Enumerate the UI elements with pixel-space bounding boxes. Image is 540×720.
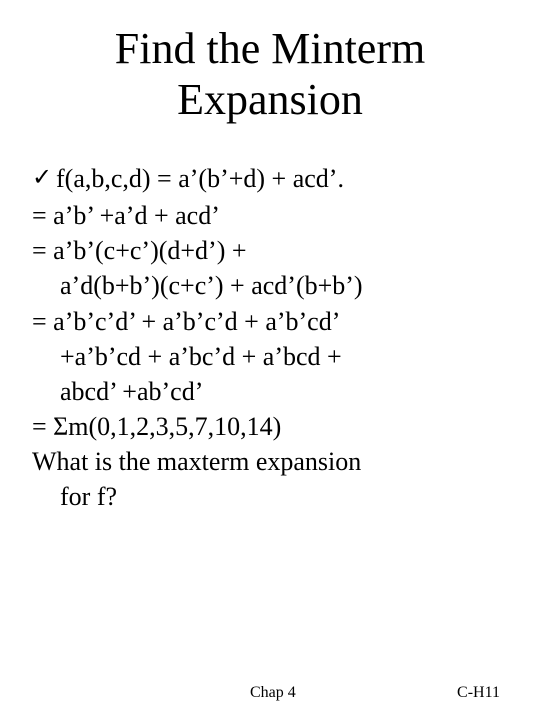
slide-title: Find the Minterm Expansion bbox=[32, 24, 508, 125]
expr-line-5: = Σm(0,1,2,3,5,7,10,14) bbox=[32, 409, 508, 444]
expr-line-3b: a’d(b+b’)(c+c’) + acd’(b+b’) bbox=[32, 268, 508, 303]
check-icon: ✓ bbox=[32, 161, 56, 194]
footer: Chap 4 C-H11 bbox=[0, 684, 540, 702]
expr-line-4: = a’b’c’d’ + a’b’c’d + a’b’cd’ bbox=[32, 304, 508, 339]
title-line-2: Expansion bbox=[177, 75, 363, 124]
expr-line-3: = a’b’(c+c’)(d+d’) + bbox=[32, 233, 508, 268]
expr-line-1: f(a,b,c,d) = a’(b’+d) + acd’. bbox=[56, 161, 344, 196]
slide-body: ✓ f(a,b,c,d) = a’(b’+d) + acd’. = a’b’ +… bbox=[32, 161, 508, 514]
expr-line-6: What is the maxterm expansion bbox=[32, 444, 508, 479]
bullet-row: ✓ f(a,b,c,d) = a’(b’+d) + acd’. bbox=[32, 161, 508, 196]
expr-line-2: = a’b’ +a’d + acd’ bbox=[32, 198, 508, 233]
footer-page: C-H11 bbox=[457, 684, 500, 702]
title-line-1: Find the Minterm bbox=[115, 24, 425, 73]
expr-line-4b: +a’b’cd + a’bc’d + a’bcd + bbox=[32, 339, 508, 374]
footer-chapter: Chap 4 bbox=[250, 684, 296, 702]
expr-line-4c: abcd’ +ab’cd’ bbox=[32, 374, 508, 409]
expr-line-6b: for f? bbox=[32, 479, 508, 514]
